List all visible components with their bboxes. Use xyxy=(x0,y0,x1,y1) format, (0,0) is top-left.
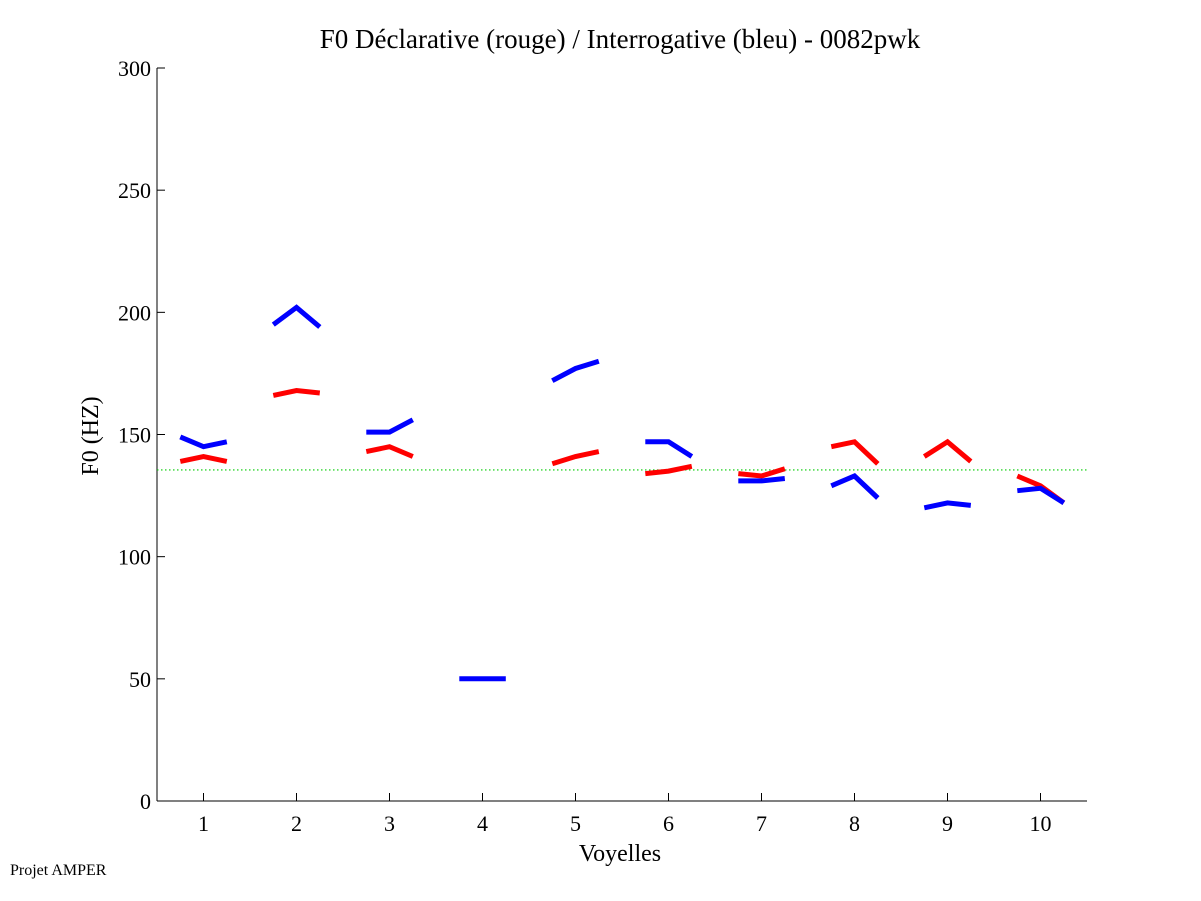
y-tick-label: 0 xyxy=(140,789,151,814)
interrogative-contour-vowel-3 xyxy=(366,417,414,435)
x-tick-label: 9 xyxy=(942,811,953,836)
interrogative-contour-vowel-8 xyxy=(830,473,880,500)
x-tick-label: 8 xyxy=(849,811,860,836)
x-tick-label: 1 xyxy=(198,811,209,836)
y-tick-label: 250 xyxy=(118,178,151,203)
interrogative-contour-vowel-9 xyxy=(923,500,972,511)
chart-title: F0 Déclarative (rouge) / Interrogative (… xyxy=(320,24,921,54)
x-tick-label: 10 xyxy=(1030,811,1052,836)
plot-area: 0 50 100 150 200 250 300 1 2 3 4 5 6 7 8 9 10 xyxy=(118,56,1087,836)
x-axis-label: Voyelles xyxy=(579,841,661,867)
declarative-contour-vowel-1 xyxy=(179,453,228,464)
footer-credit: Projet AMPER xyxy=(10,862,107,879)
interrogative-contour-vowel-7 xyxy=(738,476,786,484)
declarative-contour-vowel-9 xyxy=(922,438,973,464)
y-tick-label: 300 xyxy=(118,56,151,81)
y-tick-label: 100 xyxy=(118,545,151,570)
x-tick-label: 2 xyxy=(291,811,302,836)
x-tick-label: 6 xyxy=(663,811,674,836)
y-axis-label: F0 (HZ) xyxy=(78,396,104,475)
interrogative-contour-vowel-2 xyxy=(271,304,322,329)
x-tick-label: 4 xyxy=(477,811,488,836)
interrogative-contour-vowel-6 xyxy=(645,439,694,459)
x-tick-label: 3 xyxy=(384,811,395,836)
declarative-contour-vowel-3 xyxy=(365,444,414,459)
declarative-contour-vowel-2 xyxy=(272,387,321,398)
y-tick-label: 150 xyxy=(118,423,151,448)
y-tick-label: 200 xyxy=(118,300,151,325)
y-tick-label: 50 xyxy=(129,667,151,692)
declarative-contour-vowel-5 xyxy=(551,449,600,467)
declarative-contour-vowel-6 xyxy=(645,463,693,477)
interrogative-contour-vowel-1 xyxy=(179,434,228,450)
interrogative-contour-vowel-5 xyxy=(551,358,600,383)
interrogative-contour-vowel-10 xyxy=(1017,485,1066,506)
x-tick-label: 5 xyxy=(570,811,581,836)
declarative-contour-vowel-7 xyxy=(738,466,786,479)
declarative-contour-vowel-8 xyxy=(830,439,880,466)
x-tick-label: 7 xyxy=(756,811,767,836)
